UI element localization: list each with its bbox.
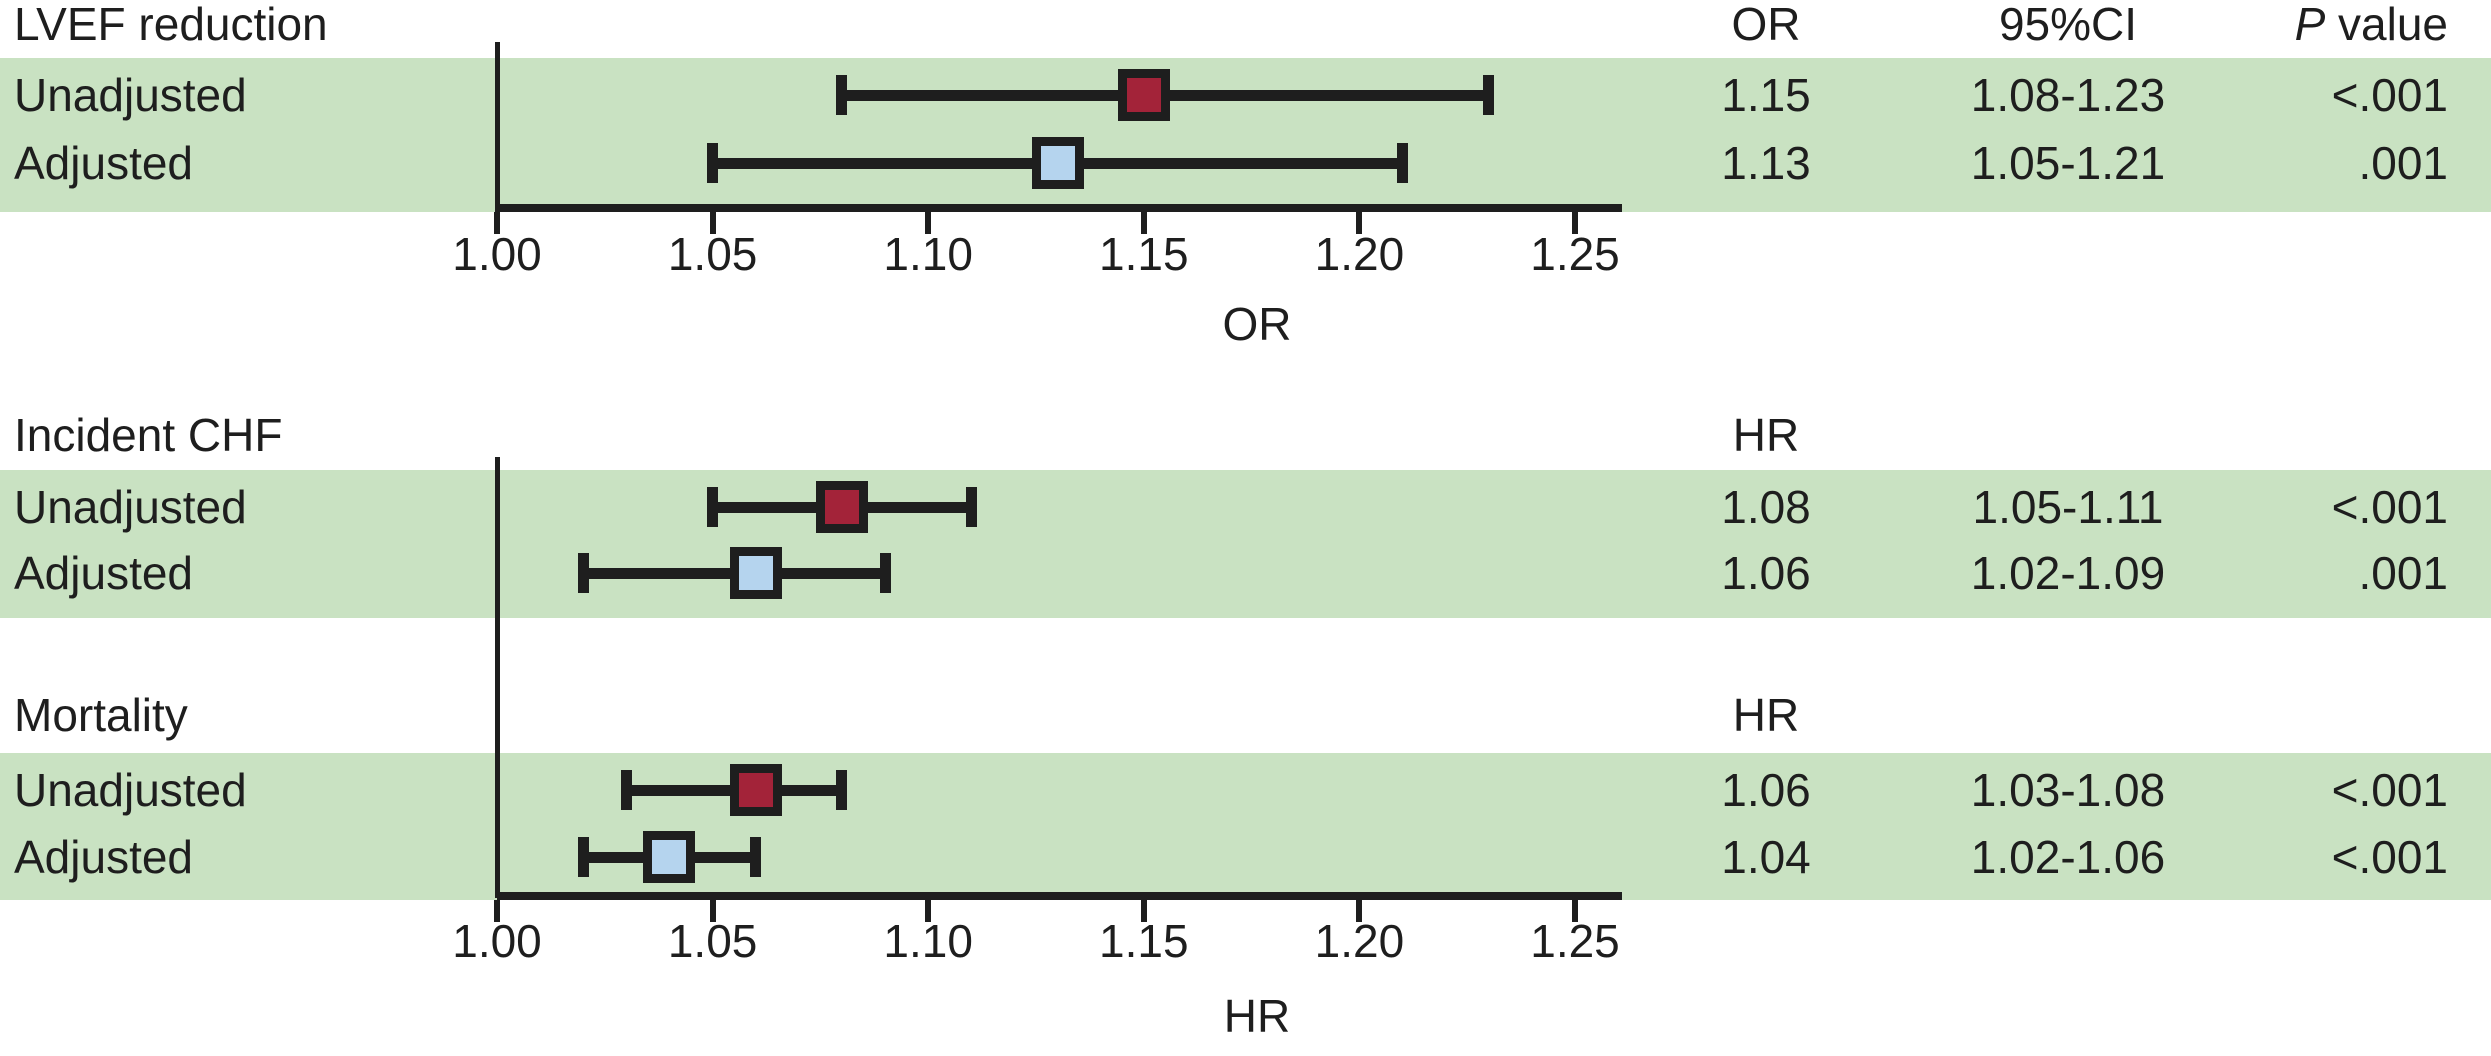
effect-value: 1.08 — [1721, 481, 1811, 533]
column-header-ci: 95%CI — [1998, 0, 2138, 50]
tick-label: 1.15 — [1099, 228, 1189, 280]
ci-cap — [836, 770, 848, 810]
estimate-marker — [729, 764, 782, 816]
column-header-effect: HR — [1732, 689, 1800, 741]
row-label: Adjusted — [14, 831, 194, 883]
row-label: Unadjusted — [14, 764, 247, 816]
row-band — [0, 753, 2491, 900]
axis-tick — [709, 212, 716, 234]
ci-value: 1.02-1.06 — [1970, 831, 2166, 883]
ci-cap — [707, 143, 719, 183]
tick-label: 1.00 — [452, 915, 542, 967]
axis-line — [497, 204, 1622, 212]
ci-cap — [1483, 75, 1495, 115]
row-label: Adjusted — [14, 137, 194, 189]
column-header-pvalue: P value — [2295, 1, 2448, 47]
axis-tick — [1572, 212, 1578, 234]
effect-value: 1.13 — [1721, 137, 1811, 189]
tick-label: 1.10 — [883, 228, 973, 280]
ci-cap — [577, 837, 589, 877]
axis-title: OR — [1222, 298, 1292, 350]
p-value: <.001 — [2331, 69, 2448, 121]
ci-value: 1.05-1.11 — [1972, 481, 2164, 533]
tick-label: 1.20 — [1314, 228, 1405, 280]
axis-tick — [1356, 900, 1363, 922]
pvalue-header-word: value — [2325, 0, 2448, 50]
effect-value: 1.06 — [1721, 547, 1811, 599]
tick-label: 1.25 — [1530, 915, 1620, 967]
ci-cap — [707, 487, 719, 527]
row-label: Adjusted — [14, 547, 194, 599]
axis-tick — [1572, 900, 1578, 922]
effect-value: 1.15 — [1721, 69, 1811, 121]
row-label: Unadjusted — [14, 481, 247, 533]
ci-value: 1.03-1.08 — [1970, 764, 2166, 816]
ci-cap — [620, 770, 632, 810]
tick-label: 1.10 — [883, 915, 973, 967]
panel-title: Mortality — [14, 689, 188, 741]
axis-tick — [1140, 212, 1147, 234]
axis-tick — [1140, 900, 1147, 922]
axis-tick — [709, 900, 716, 922]
row-label: Unadjusted — [14, 69, 247, 121]
axis-line — [497, 892, 1622, 900]
p-value: .001 — [2358, 137, 2448, 189]
row-band — [0, 470, 2491, 618]
ci-value: 1.08-1.23 — [1970, 69, 2166, 121]
axis-title: HR — [1223, 990, 1291, 1042]
tick-label: 1.25 — [1530, 228, 1620, 280]
reference-line — [494, 457, 500, 898]
tick-label: 1.20 — [1314, 915, 1405, 967]
axis-tick — [925, 212, 932, 234]
tick-label: 1.15 — [1099, 915, 1189, 967]
axis-tick — [494, 900, 500, 922]
p-value: <.001 — [2331, 481, 2448, 533]
row-band — [0, 58, 2491, 212]
ci-cap — [577, 553, 589, 593]
axis-tick — [1356, 212, 1363, 234]
ci-cap — [965, 487, 977, 527]
reference-line — [494, 42, 500, 212]
estimate-marker — [815, 481, 868, 533]
tick-label: 1.05 — [667, 228, 758, 280]
estimate-marker — [643, 831, 696, 883]
p-value: <.001 — [2331, 764, 2448, 816]
pvalue-header-symbol: P — [2294, 0, 2326, 50]
axis-tick — [925, 900, 932, 922]
column-header-effect: HR — [1732, 409, 1800, 461]
estimate-marker — [729, 547, 782, 599]
ci-cap — [750, 837, 762, 877]
ci-value: 1.05-1.21 — [1970, 137, 2166, 189]
estimate-marker — [1117, 69, 1170, 121]
effect-value: 1.04 — [1721, 831, 1811, 883]
column-header-effect: OR — [1731, 0, 1801, 50]
p-value: <.001 — [2331, 831, 2448, 883]
tick-label: 1.05 — [667, 915, 758, 967]
estimate-marker — [1031, 137, 1084, 189]
ci-cap — [879, 553, 891, 593]
panel-title: Incident CHF — [14, 409, 283, 461]
p-value: .001 — [2358, 547, 2448, 599]
tick-label: 1.00 — [452, 228, 542, 280]
ci-cap — [836, 75, 848, 115]
axis-tick — [494, 212, 500, 234]
effect-value: 1.06 — [1721, 764, 1811, 816]
ci-cap — [1397, 143, 1409, 183]
ci-value: 1.02-1.09 — [1970, 547, 2166, 599]
panel-title: LVEF reduction — [14, 0, 328, 50]
